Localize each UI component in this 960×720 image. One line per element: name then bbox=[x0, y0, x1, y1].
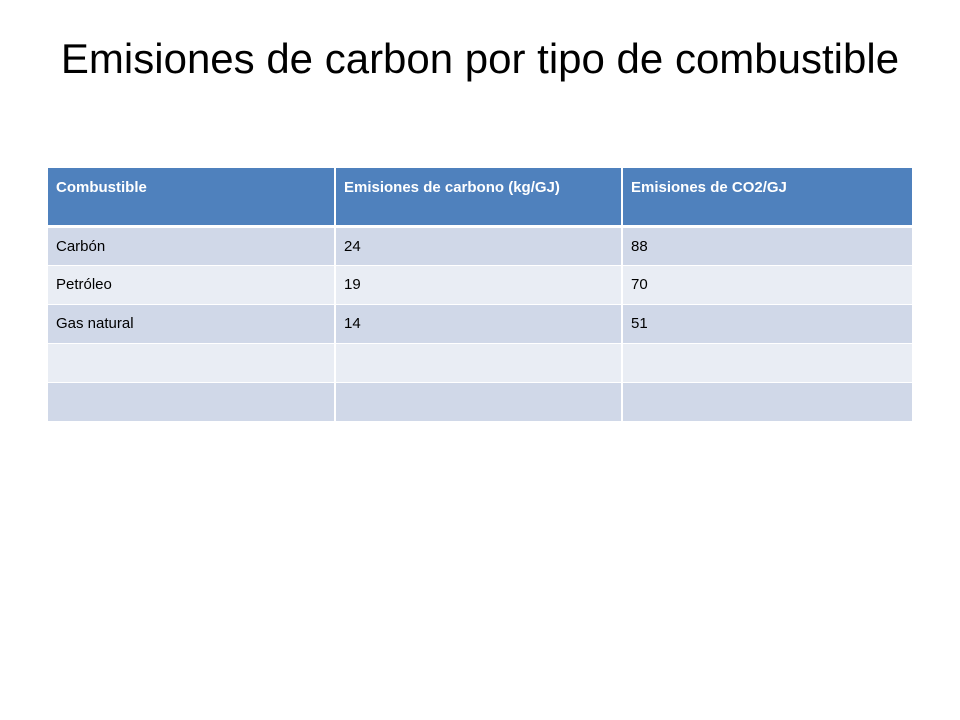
table-cell-carbon: 19 bbox=[335, 265, 623, 305]
table-cell-co2 bbox=[622, 382, 912, 422]
table-row: Gas natural 14 51 bbox=[48, 304, 912, 344]
table-cell-carbon bbox=[335, 343, 623, 383]
header-combustible: Combustible bbox=[48, 168, 336, 228]
table-row: Petróleo 19 70 bbox=[48, 265, 912, 305]
table-cell-fuel bbox=[48, 343, 336, 383]
table-cell-co2: 88 bbox=[622, 226, 912, 266]
table-cell-carbon: 14 bbox=[335, 304, 623, 344]
table-header-row: Combustible Emisiones de carbono (kg/GJ)… bbox=[48, 168, 912, 228]
table-cell-carbon: 24 bbox=[335, 226, 623, 266]
table-cell-fuel: Petróleo bbox=[48, 265, 336, 305]
table-row-empty bbox=[48, 343, 912, 383]
table-cell-fuel: Carbón bbox=[48, 226, 336, 266]
table-cell-carbon bbox=[335, 382, 623, 422]
header-carbon-emissions: Emisiones de carbono (kg/GJ) bbox=[335, 168, 623, 228]
table-cell-fuel bbox=[48, 382, 336, 422]
emissions-table: Combustible Emisiones de carbono (kg/GJ)… bbox=[48, 168, 912, 422]
table-row: Carbón 24 88 bbox=[48, 226, 912, 266]
header-co2-emissions: Emisiones de CO2/GJ bbox=[622, 168, 912, 228]
table-cell-co2 bbox=[622, 343, 912, 383]
slide-title: Emisiones de carbon por tipo de combusti… bbox=[60, 35, 900, 82]
table-cell-co2: 70 bbox=[622, 265, 912, 305]
table-row-empty bbox=[48, 382, 912, 422]
table-cell-fuel: Gas natural bbox=[48, 304, 336, 344]
table-cell-co2: 51 bbox=[622, 304, 912, 344]
